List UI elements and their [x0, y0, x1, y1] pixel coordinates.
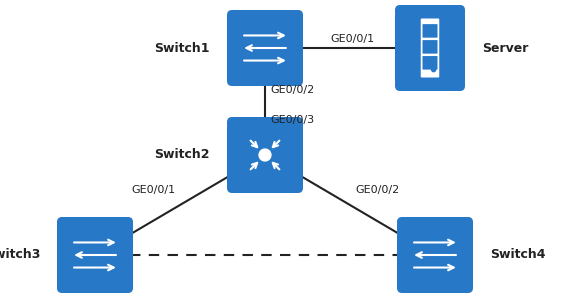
FancyBboxPatch shape	[227, 117, 303, 193]
FancyBboxPatch shape	[227, 10, 303, 86]
FancyBboxPatch shape	[57, 217, 133, 293]
Text: GE0/0/2: GE0/0/2	[270, 85, 314, 95]
FancyBboxPatch shape	[423, 56, 438, 70]
Circle shape	[259, 149, 271, 161]
Text: Switch3: Switch3	[0, 248, 40, 262]
Text: Switch4: Switch4	[490, 248, 545, 262]
FancyBboxPatch shape	[397, 217, 473, 293]
Text: Server: Server	[482, 41, 528, 55]
Text: Switch1: Switch1	[154, 41, 210, 55]
Text: GE0/0/1: GE0/0/1	[131, 185, 175, 195]
Circle shape	[432, 68, 436, 72]
FancyBboxPatch shape	[421, 19, 439, 77]
FancyBboxPatch shape	[423, 40, 438, 54]
Text: GE0/0/3: GE0/0/3	[270, 115, 314, 125]
Text: GE0/0/1: GE0/0/1	[330, 34, 374, 44]
Text: Switch2: Switch2	[154, 148, 210, 161]
FancyBboxPatch shape	[395, 5, 465, 91]
Text: GE0/0/2: GE0/0/2	[355, 185, 399, 195]
FancyBboxPatch shape	[423, 24, 438, 38]
